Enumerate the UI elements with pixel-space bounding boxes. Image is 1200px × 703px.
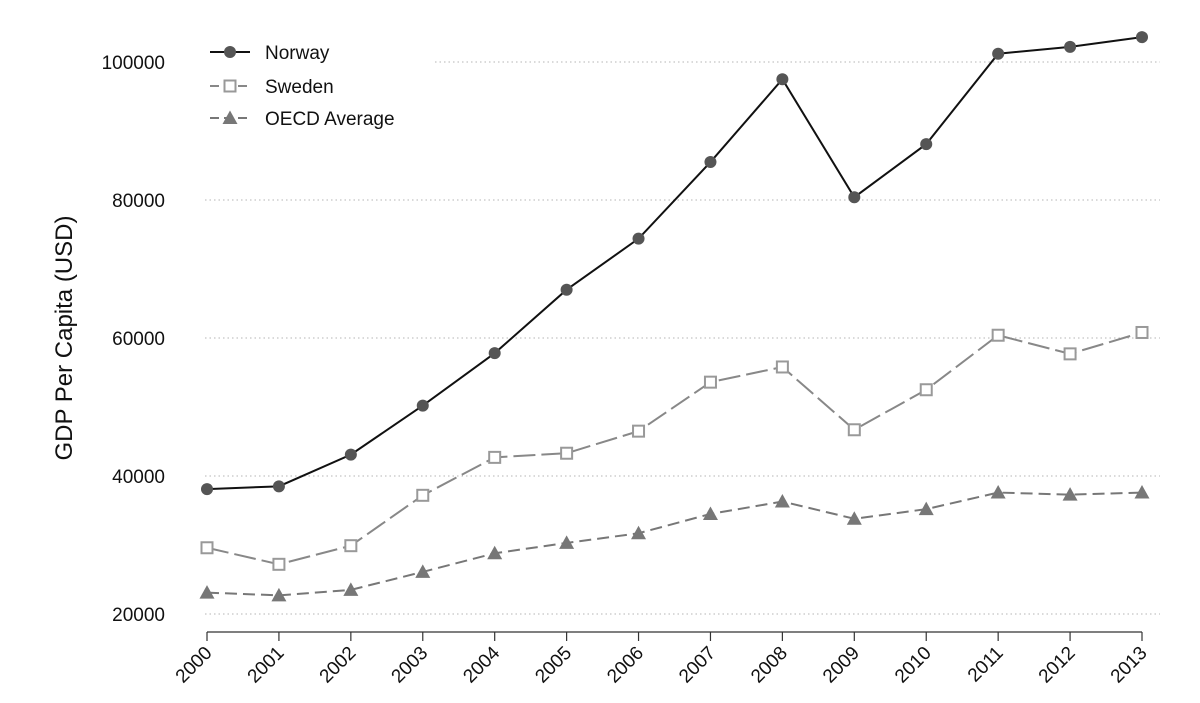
data-point-norway bbox=[776, 73, 789, 86]
y-tick-label: 80000 bbox=[112, 191, 165, 212]
data-point-oecd-average bbox=[990, 485, 1006, 499]
x-tick-label: 2005 bbox=[531, 643, 576, 688]
data-point-oecd-average bbox=[846, 511, 862, 525]
data-point-oecd-average bbox=[343, 582, 359, 596]
data-point-norway bbox=[1136, 31, 1148, 44]
data-point-oecd-average bbox=[199, 585, 215, 599]
legend-marker-norway bbox=[224, 46, 236, 58]
data-point-sweden bbox=[416, 488, 430, 502]
x-tick-label: 2009 bbox=[819, 643, 864, 688]
data-point-norway bbox=[704, 156, 717, 169]
data-point-norway bbox=[416, 399, 429, 412]
legend-label-oecd-average: OECD Average bbox=[265, 109, 395, 130]
x-tick-label: 2013 bbox=[1107, 643, 1152, 688]
y-tick-label: 60000 bbox=[112, 329, 165, 350]
legend-label-norway: Norway bbox=[265, 43, 330, 64]
data-point-sweden bbox=[703, 375, 717, 389]
x-tick-label: 2003 bbox=[388, 643, 433, 688]
gridlines bbox=[205, 61, 1160, 615]
data-point-norway bbox=[201, 483, 213, 496]
legend-marker-oecd-average bbox=[222, 110, 238, 124]
series-line-oecd-average bbox=[206, 491, 1143, 597]
data-point-sweden bbox=[1135, 325, 1149, 339]
data-point-oecd-average bbox=[918, 501, 934, 516]
data-point-norway bbox=[344, 448, 357, 461]
x-tick-label: 2007 bbox=[675, 643, 720, 688]
data-point-oecd-average bbox=[774, 494, 790, 508]
data-point-sweden bbox=[847, 423, 861, 437]
data-point-oecd-average bbox=[487, 545, 503, 560]
data-point-norway bbox=[560, 283, 573, 296]
data-point-sweden bbox=[200, 541, 214, 555]
x-tick-label: 2004 bbox=[459, 642, 504, 687]
legend-label-sweden: Sweden bbox=[265, 77, 334, 98]
data-point-sweden bbox=[344, 539, 358, 553]
data-point-sweden bbox=[991, 328, 1005, 342]
data-point-norway bbox=[1064, 40, 1077, 53]
data-point-sweden bbox=[919, 383, 933, 397]
data-point-oecd-average bbox=[559, 535, 575, 549]
y-axis-title: GDP Per Capita (USD) bbox=[51, 216, 78, 461]
y-tick-label: 20000 bbox=[112, 605, 165, 626]
x-tick-label: 2010 bbox=[891, 643, 936, 688]
series-line-sweden bbox=[206, 331, 1143, 566]
data-point-norway bbox=[920, 138, 933, 151]
data-point-norway bbox=[488, 347, 501, 360]
data-point-norway bbox=[632, 232, 645, 245]
x-tick-label: 2011 bbox=[964, 643, 1008, 687]
data-point-oecd-average bbox=[271, 587, 287, 602]
y-tick-label: 40000 bbox=[112, 467, 165, 488]
series-line-norway bbox=[206, 36, 1143, 491]
legend: Norway Sweden OECD Average bbox=[210, 43, 395, 130]
data-point-norway bbox=[848, 191, 861, 204]
data-point-oecd-average bbox=[702, 506, 718, 520]
data-point-oecd-average bbox=[1062, 487, 1078, 501]
series-layer bbox=[199, 31, 1150, 602]
data-point-sweden bbox=[775, 360, 789, 374]
data-point-sweden bbox=[632, 424, 646, 438]
data-point-sweden bbox=[560, 446, 574, 460]
x-tick-label: 2012 bbox=[1035, 643, 1080, 688]
data-point-oecd-average bbox=[1134, 485, 1150, 499]
data-point-sweden bbox=[272, 557, 286, 571]
data-point-oecd-average bbox=[415, 564, 431, 578]
data-point-sweden bbox=[488, 450, 502, 464]
data-point-sweden bbox=[1063, 347, 1077, 361]
y-tick-label: 100000 bbox=[102, 53, 165, 74]
data-point-norway bbox=[272, 480, 285, 493]
axes: 20000 40000 60000 80000 100000 2000 2001 2002 20… bbox=[102, 53, 1152, 687]
x-tick-label: 2001 bbox=[244, 643, 289, 688]
x-tick-label: 2006 bbox=[603, 643, 648, 688]
data-point-oecd-average bbox=[631, 525, 647, 540]
x-tick-label: 2002 bbox=[316, 643, 361, 688]
x-tick-label: 2000 bbox=[172, 643, 217, 688]
x-tick-label: 2008 bbox=[747, 643, 792, 688]
data-point-norway bbox=[992, 47, 1005, 60]
legend-marker-sweden bbox=[223, 79, 237, 93]
